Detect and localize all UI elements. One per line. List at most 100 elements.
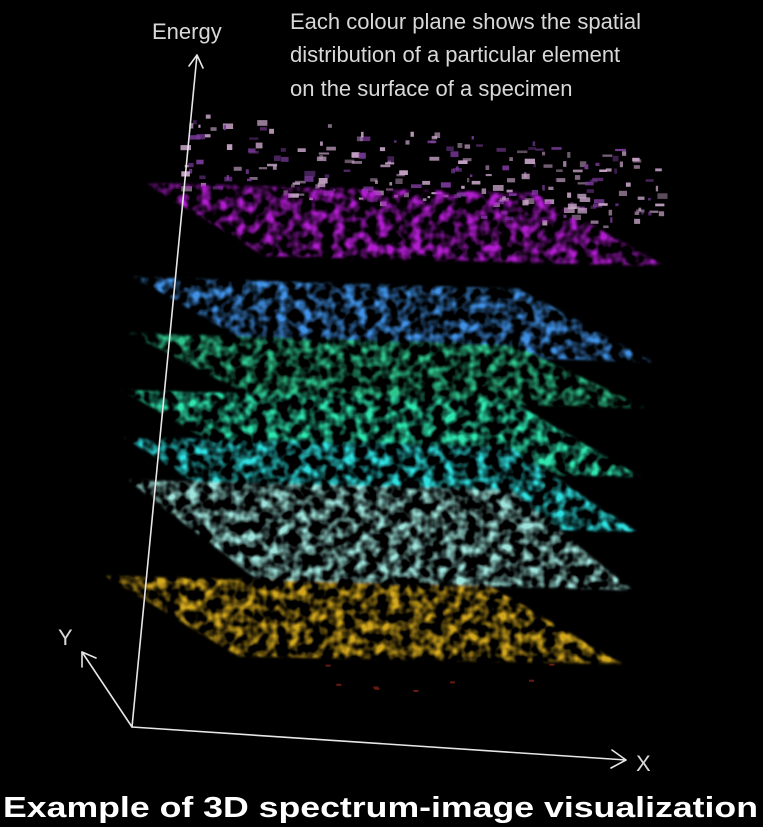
speckle — [563, 161, 567, 167]
speckle — [524, 158, 535, 164]
speckle — [632, 159, 642, 163]
speckle — [450, 151, 459, 158]
speckle — [422, 180, 431, 185]
speckle — [351, 152, 360, 158]
speckle — [257, 120, 268, 126]
speckle — [351, 161, 362, 164]
speckle — [586, 189, 594, 193]
speckle — [434, 132, 441, 138]
speckle — [645, 179, 654, 182]
speckle — [343, 169, 351, 172]
speckle — [595, 162, 600, 166]
speckle — [385, 162, 395, 165]
speckle — [590, 205, 597, 209]
speckle — [272, 165, 277, 170]
speckle — [625, 182, 631, 187]
speckle — [555, 178, 558, 181]
speckle — [599, 169, 607, 172]
speckle — [245, 169, 249, 174]
speckle — [549, 663, 555, 666]
speckle — [373, 686, 379, 689]
x-axis-arrowhead — [610, 749, 627, 769]
speckle — [633, 165, 640, 169]
y-axis-arrowhead — [81, 651, 97, 668]
speckle — [205, 114, 211, 119]
speckle — [567, 192, 572, 198]
speckle — [637, 196, 645, 200]
speckle — [395, 178, 403, 184]
speckle — [198, 124, 201, 128]
speckle — [380, 164, 391, 168]
speckle — [223, 125, 226, 131]
speckle — [326, 146, 336, 151]
speckle — [429, 156, 440, 161]
speckle — [594, 199, 605, 204]
speckle — [189, 123, 194, 129]
speckle — [634, 218, 641, 224]
speckle — [399, 170, 408, 175]
speckle — [247, 178, 252, 182]
speckle — [327, 124, 332, 128]
speckle — [222, 123, 234, 129]
figure-caption: Example of 3D spectrum-image visualizati… — [3, 792, 758, 824]
speckle — [614, 168, 618, 174]
speckle — [189, 135, 201, 140]
speckle — [411, 184, 422, 188]
speckle — [196, 134, 205, 140]
speckle — [344, 159, 355, 164]
speckle — [492, 185, 504, 191]
speckle — [464, 144, 471, 149]
speckle — [584, 164, 589, 170]
speckle — [204, 134, 211, 138]
speckle — [249, 177, 258, 180]
speckle — [317, 182, 326, 188]
speckle — [605, 168, 612, 172]
speckle — [598, 203, 608, 206]
speckle — [440, 182, 451, 188]
speckle — [453, 168, 462, 172]
speckle — [590, 220, 599, 224]
speckle — [255, 142, 263, 149]
speckle — [281, 156, 289, 162]
speckle — [481, 188, 487, 194]
annotation-line-1: Each colour plane shows the spatial — [290, 9, 641, 34]
speckle — [476, 144, 483, 147]
speckle — [577, 182, 589, 185]
speckle — [410, 131, 414, 137]
green-plane — [128, 333, 645, 408]
speckle — [612, 155, 619, 162]
speckle — [648, 197, 651, 201]
speckle — [615, 148, 626, 152]
energy-axis-arrowhead — [188, 54, 204, 69]
speckle — [324, 174, 330, 178]
speckle — [535, 148, 544, 151]
x-axis — [131, 726, 627, 761]
speckle — [543, 164, 553, 168]
speckle — [370, 178, 378, 182]
energy-axis-label: Energy — [152, 19, 222, 44]
speckle — [375, 180, 378, 184]
speckle — [356, 136, 363, 142]
speckle — [577, 207, 588, 214]
speckle — [304, 176, 314, 182]
speckle — [592, 177, 604, 182]
speckle — [506, 189, 513, 193]
speckle — [295, 180, 306, 184]
speckle — [315, 184, 320, 189]
speckle — [608, 209, 613, 216]
speckle — [533, 162, 536, 168]
speckle — [556, 178, 566, 183]
speckle — [502, 165, 510, 171]
speckle — [622, 151, 627, 156]
speckle — [496, 147, 506, 152]
speckle — [579, 161, 587, 168]
speckle — [387, 156, 395, 162]
speckle — [563, 207, 575, 213]
speckle — [280, 148, 286, 152]
speckle — [542, 151, 546, 156]
speckle — [570, 206, 580, 209]
speckle — [193, 120, 197, 125]
speckle — [292, 182, 300, 185]
speckle — [462, 158, 472, 162]
